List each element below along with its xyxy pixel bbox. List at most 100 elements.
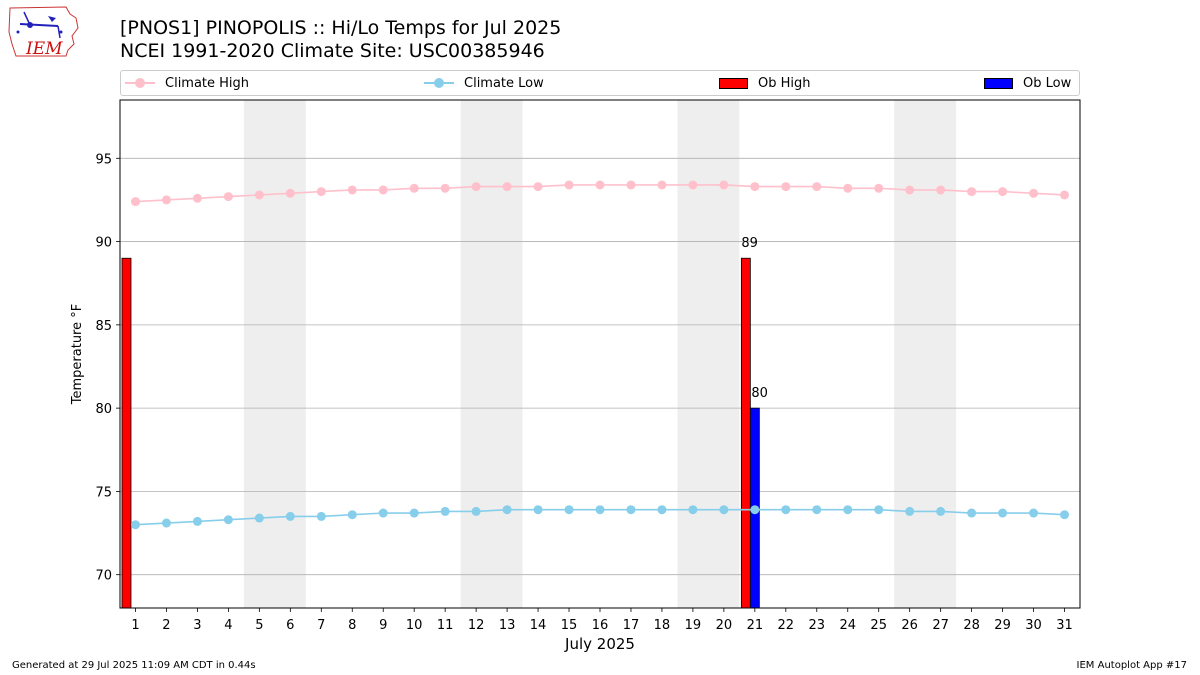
climate-low-point	[1029, 508, 1039, 518]
x-tick-label: 6	[286, 618, 294, 633]
x-tick-label: 10	[406, 618, 423, 633]
climate-high-point	[905, 185, 915, 195]
weekend-shade	[677, 100, 740, 608]
climate-low-point	[223, 515, 233, 525]
climate-high-point	[750, 182, 760, 192]
x-tick-label: 9	[379, 618, 387, 633]
climate-low-point	[936, 506, 946, 516]
climate-high-point	[130, 197, 140, 207]
chart-legend: Climate High Climate Low Ob High Ob Low	[120, 70, 1080, 96]
climate-low-point	[316, 511, 326, 521]
climate-high-point	[1029, 188, 1039, 198]
climate-low-point	[657, 505, 667, 515]
climate-high-point	[192, 193, 202, 203]
climate-low-point	[843, 505, 853, 515]
y-tick-label: 90	[95, 236, 112, 251]
climate-low-point	[440, 506, 450, 516]
ob-low-label: 80	[751, 386, 768, 401]
x-tick-label: 16	[592, 618, 609, 633]
ob-high-swatch	[719, 77, 748, 89]
ob-high-bar	[121, 257, 132, 609]
x-tick-label: 13	[499, 618, 516, 633]
x-tick-label: 26	[901, 618, 918, 633]
climate-low-point	[812, 505, 822, 515]
climate-high-point	[626, 180, 636, 190]
y-tick-label: 75	[95, 485, 112, 500]
climate-high-point	[316, 187, 326, 197]
x-tick-label: 7	[317, 618, 325, 633]
climate-high-point	[254, 190, 264, 200]
climate-high-point	[657, 180, 667, 190]
climate-low-point	[502, 505, 512, 515]
ob-low-swatch	[984, 77, 1013, 89]
x-tick-label: 25	[870, 618, 887, 633]
climate-high-point	[409, 183, 419, 193]
climate-high-point	[874, 183, 884, 193]
x-axis-label: July 2025	[564, 635, 635, 653]
climate-low-point	[564, 505, 574, 515]
y-axis-label: Temperature °F	[70, 304, 85, 405]
iowa-map-icon	[8, 6, 79, 57]
climate-low-point	[192, 516, 202, 526]
climate-low-swatch	[424, 78, 454, 88]
climate-high-point	[347, 185, 357, 195]
climate-high-point	[285, 188, 295, 198]
climate-high-point	[1060, 190, 1070, 200]
climate-low-point	[719, 505, 729, 515]
chart-subtitle: NCEI 1991-2020 Climate Site: USC00385946	[120, 40, 545, 62]
x-tick-label: 27	[932, 618, 949, 633]
x-tick-label: 4	[224, 618, 232, 633]
climate-low-point	[905, 506, 915, 516]
weekend-shade	[460, 100, 523, 608]
climate-low-point	[750, 505, 760, 515]
climate-low-point	[471, 506, 481, 516]
weekend-shade	[894, 100, 957, 608]
x-tick-label: 29	[994, 618, 1011, 633]
x-tick-label: 12	[468, 618, 485, 633]
climate-low-point	[688, 505, 698, 515]
chart-title: [PNOS1] PINOPOLIS :: Hi/Lo Temps for Jul…	[120, 17, 562, 39]
climate-high-point	[223, 192, 233, 202]
climate-high-point	[998, 187, 1008, 197]
legend-item-ob-high: Ob High	[719, 71, 811, 95]
climate-low-point	[254, 513, 264, 523]
x-tick-label: 5	[255, 618, 263, 633]
y-tick-label: 80	[95, 402, 112, 417]
x-tick-label: 1	[131, 618, 139, 633]
climate-high-point	[595, 180, 605, 190]
x-tick-label: 20	[716, 618, 733, 633]
x-tick-label: 22	[778, 618, 795, 633]
legend-label: Climate High	[165, 75, 250, 91]
climate-high-point	[161, 195, 171, 205]
climate-high-point	[967, 187, 977, 197]
climate-low-point	[409, 508, 419, 518]
x-tick-label: 23	[809, 618, 826, 633]
climate-high-point	[688, 180, 698, 190]
x-tick-label: 14	[530, 618, 547, 633]
climate-low-point	[874, 505, 884, 515]
legend-item-climate-low: Climate Low	[424, 71, 544, 95]
app-credit: IEM Autoplot App #17	[1076, 660, 1187, 671]
y-tick-label: 95	[95, 152, 112, 167]
climate-high-point	[502, 182, 512, 192]
x-tick-label: 2	[162, 618, 170, 633]
climate-high-point	[378, 185, 388, 195]
climate-high-point	[812, 182, 822, 192]
climate-low-point	[533, 505, 543, 515]
y-tick-label: 85	[95, 319, 112, 334]
legend-label: Ob Low	[1023, 75, 1072, 91]
x-tick-label: 11	[437, 618, 454, 633]
legend-item-climate-high: Climate High	[125, 71, 249, 95]
x-tick-label: 19	[685, 618, 702, 633]
climate-low-point	[781, 505, 791, 515]
climate-high-point	[781, 182, 791, 192]
climate-high-point	[440, 183, 450, 193]
climate-high-point	[564, 180, 574, 190]
climate-low-point	[626, 505, 636, 515]
generated-timestamp: Generated at 29 Jul 2025 11:09 AM CDT in…	[12, 660, 256, 671]
x-tick-label: 24	[839, 618, 856, 633]
climate-low-point	[967, 508, 977, 518]
climate-low-point	[1060, 510, 1070, 520]
climate-low-point	[285, 511, 295, 521]
